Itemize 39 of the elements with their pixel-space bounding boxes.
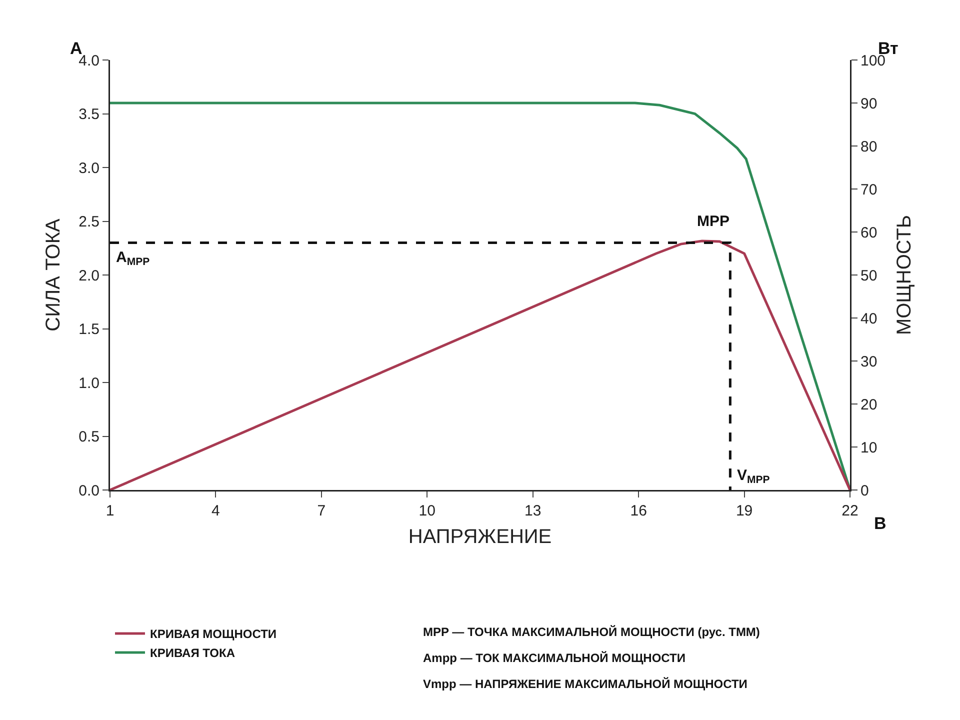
x-axis-title: НАПРЯЖЕНИЕ — [408, 526, 552, 548]
y2-tick-label: 60 — [860, 224, 878, 242]
x-tick-label: 7 — [317, 502, 326, 520]
x-tick-label: 22 — [842, 502, 858, 520]
y-axis-title: СИЛА ТОКА — [42, 218, 64, 332]
legend-label: КРИВАЯ ТОКА — [150, 646, 236, 660]
y2-tick-label: 10 — [860, 439, 878, 456]
y-tick-label: 3.0 — [78, 160, 100, 177]
y2-tick-label: 0 — [860, 482, 869, 500]
y-tick-label: 1.5 — [78, 321, 100, 338]
text: Vmpp — НАПРЯЖЕНИЕ МАКСИМАЛЬНОЙ МОЩНОСТИ — [423, 677, 748, 691]
x-tick-label: 13 — [524, 502, 542, 520]
text: Ampp — ТОК МАКСИМАЛЬНОЙ МОЩНОСТИ — [423, 651, 686, 665]
y2-tick-label: 90 — [860, 95, 878, 112]
annotation: A$_{MPP}$ — [116, 249, 150, 268]
y-tick-label: 2.0 — [78, 267, 100, 284]
y2-axis-title: МОЩНОСТЬ — [894, 214, 916, 336]
x-tick-label: 16 — [630, 502, 647, 520]
text: MPP — ТОЧКА МАКСИМАЛЬНОЙ МОЩНОСТИ (рус. ТММ) — [423, 625, 760, 639]
annotation: V$_{MPP}$ — [737, 467, 770, 486]
x-tick-label: 19 — [736, 502, 753, 520]
y2-tick-label: 70 — [860, 181, 878, 198]
text: В — [874, 514, 886, 533]
y2-tick-label: 20 — [860, 396, 878, 414]
y2-tick-label: 50 — [860, 267, 878, 284]
y2-tick-label: 80 — [860, 138, 878, 156]
y-tick-label: 2.5 — [78, 214, 100, 230]
y2-tick-label: 30 — [860, 353, 878, 370]
y-tick-label: 0.0 — [78, 482, 100, 500]
x-tick-label: 1 — [106, 502, 114, 520]
x-tick-label: 10 — [418, 502, 436, 520]
legend-label: КРИВАЯ МОЩНОСТИ — [150, 627, 277, 642]
text: А — [70, 39, 82, 58]
x-tick-label: 4 — [212, 502, 220, 520]
y-tick-label: 3.5 — [78, 106, 100, 123]
y-tick-label: 1.0 — [78, 374, 100, 392]
y2-tick-label: 40 — [860, 310, 878, 328]
y-tick-label: 0.5 — [78, 428, 100, 446]
annotation: MPP — [697, 213, 730, 230]
